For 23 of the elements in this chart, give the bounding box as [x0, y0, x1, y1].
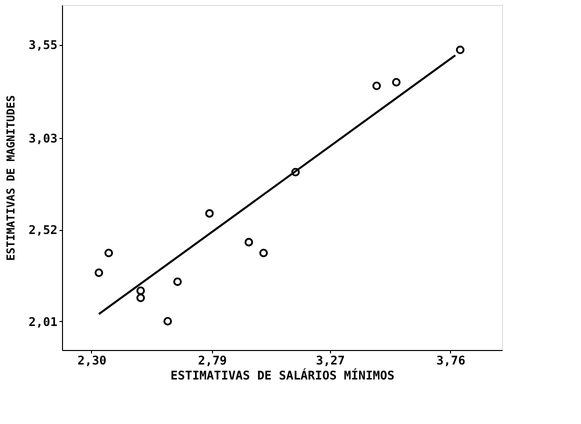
point [205, 209, 214, 218]
x-tick-label: 3,76 [436, 354, 466, 368]
x-tick-label: 3,27 [316, 354, 345, 368]
point [372, 82, 381, 90]
point [291, 168, 300, 176]
y-tick-label: 2,01 [28, 314, 58, 329]
y-tick-label: 3,55 [28, 38, 58, 52]
point [136, 294, 145, 302]
y-tick-label: 2,52 [28, 223, 58, 238]
point [136, 286, 145, 295]
x-tick-label: 2,79 [198, 354, 227, 368]
point [163, 317, 172, 326]
point [104, 248, 113, 258]
point [259, 248, 268, 258]
point [173, 277, 182, 286]
x-tick-label: 2,30 [78, 354, 106, 368]
x-axis-title: ESTIMATIVAS DE SALÁRIOS MÍNIMOS [170, 368, 394, 382]
y-axis-title: ESTIMATIVAS DE MAGNITUDES [4, 95, 18, 261]
y-tick-label: 3,03 [28, 131, 58, 146]
point [94, 268, 104, 277]
point [456, 46, 464, 54]
point [244, 238, 254, 246]
point [392, 78, 401, 87]
